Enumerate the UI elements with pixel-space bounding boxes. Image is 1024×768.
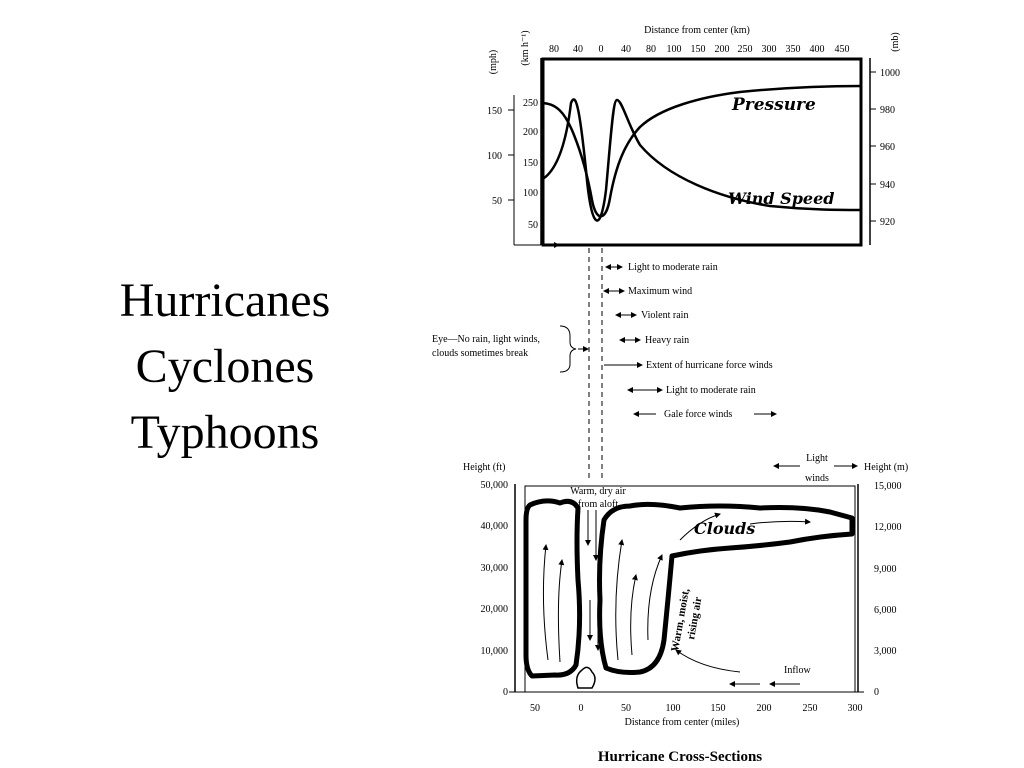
eye-label-line1: Eye—No rain, light winds,: [432, 334, 540, 345]
mph-tick: 100: [487, 151, 502, 162]
legend-item: Extent of hurricane force winds: [646, 360, 773, 371]
m-tick: 6,000: [874, 605, 897, 616]
top-x-tick: 40: [621, 44, 631, 55]
height-ft-ticks: 50,000 40,000 30,000 20,000 10,000 0: [481, 480, 509, 698]
distance-ticks: 50 0 50 100 150 200 250 300: [530, 703, 863, 714]
top-x-tick: 40: [573, 44, 583, 55]
top-x-axis-title: Distance from center (km): [644, 25, 750, 36]
kmh-tick: 100: [523, 188, 538, 199]
eye-small-cloud: [575, 666, 596, 689]
ft-tick: 30,000: [481, 563, 509, 574]
top-x-tick: 200: [715, 44, 730, 55]
legend: Eye—No rain, light winds, clouds sometim…: [432, 262, 777, 420]
top-x-tick: 350: [786, 44, 801, 55]
m-tick: 3,000: [874, 646, 897, 657]
distance-tick: 200: [757, 703, 772, 714]
mb-tick: 1000: [880, 68, 900, 79]
slide-title: Hurricanes Cyclones Typhoons: [90, 268, 360, 466]
wind-speed-curve: [540, 98, 862, 222]
distance-tick: 0: [579, 703, 584, 714]
warm-dry-air-label-1: Warm, dry air: [570, 486, 626, 497]
guide-lines: [588, 248, 603, 482]
ft-tick: 20,000: [481, 604, 509, 615]
mb-unit-label: (mb): [890, 32, 901, 51]
legend-item: Light to moderate rain: [666, 385, 756, 396]
top-x-tick: 150: [691, 44, 706, 55]
figure-caption: Hurricane Cross-Sections: [598, 749, 762, 765]
left-eyewall-cloud: [523, 498, 583, 679]
top-x-tick: 80: [646, 44, 656, 55]
m-tick: 15,000: [874, 481, 902, 492]
pressure-label: Pressure: [731, 95, 816, 115]
kmh-tick: 200: [523, 127, 538, 138]
legend-item: Light to moderate rain: [628, 262, 718, 273]
mph-tick: 50: [492, 196, 502, 207]
title-line-hurricanes: Hurricanes: [119, 274, 331, 327]
top-x-tick: 100: [667, 44, 682, 55]
right-eyewall-anvil-cloud: [597, 501, 855, 675]
top-chart: Distance from center (km) 80 40 0 40 80 …: [487, 25, 901, 248]
mph-ticks: 150 100 50: [487, 106, 514, 207]
mb-tick: 960: [880, 142, 895, 153]
eye-brace: [559, 325, 577, 373]
distance-tick: 100: [666, 703, 681, 714]
title-line-cyclones: Cyclones: [135, 340, 315, 393]
legend-item: Maximum wind: [628, 286, 692, 297]
inflow-label: Inflow: [784, 665, 811, 676]
bottom-chart: Height (ft) Height (m) Light winds 50,00…: [463, 453, 908, 728]
top-x-tick: 450: [835, 44, 850, 55]
top-x-tick: 80: [549, 44, 559, 55]
ft-tick: 50,000: [481, 480, 509, 491]
top-x-tick: 0: [599, 44, 604, 55]
distance-axis-title: Distance from center (miles): [625, 717, 740, 728]
light-winds-label-2: winds: [805, 473, 829, 484]
title-line-typhoons: Typhoons: [130, 406, 320, 459]
m-tick: 9,000: [874, 564, 897, 575]
distance-tick: 150: [711, 703, 726, 714]
pressure-curve: [540, 84, 862, 218]
mph-unit-label: (mph): [488, 50, 499, 74]
top-chart-frame: [541, 57, 863, 247]
warm-dry-air-label-2: from aloft: [578, 499, 618, 510]
clouds-label: Clouds: [694, 519, 755, 538]
ft-tick: 10,000: [481, 646, 509, 657]
distance-tick: 250: [803, 703, 818, 714]
distance-tick: 50: [621, 703, 631, 714]
mb-tick: 920: [880, 217, 895, 228]
legend-item: Gale force winds: [664, 409, 732, 420]
eye-label-line2: clouds sometimes break: [432, 348, 528, 359]
mb-ticks: 1000 980 960 940 920: [870, 68, 900, 228]
legend-item: Violent rain: [641, 310, 688, 321]
wind-speed-label: Wind Speed: [728, 189, 834, 208]
circulation-arrows: [542, 510, 811, 687]
distance-tick: 50: [530, 703, 540, 714]
top-x-tick: 400: [810, 44, 825, 55]
height-m-ticks: 15,000 12,000 9,000 6,000 3,000 0: [874, 481, 902, 698]
m-tick: 12,000: [874, 522, 902, 533]
kmh-tick: 250: [523, 98, 538, 109]
kmh-ticks: 250 200 150 100 50: [523, 98, 538, 231]
mb-tick: 940: [880, 180, 895, 191]
kmh-unit-label: (km h⁻¹): [520, 30, 531, 65]
top-x-tick: 250: [738, 44, 753, 55]
ft-tick: 40,000: [481, 521, 509, 532]
mph-tick: 150: [487, 106, 502, 117]
top-x-tick: 300: [762, 44, 777, 55]
distance-tick: 300: [848, 703, 863, 714]
mb-tick: 980: [880, 105, 895, 116]
height-ft-title: Height (ft): [463, 462, 506, 473]
legend-item: Heavy rain: [645, 335, 689, 346]
light-winds-label-1: Light: [806, 453, 828, 464]
kmh-tick: 150: [523, 158, 538, 169]
height-m-title: Height (m): [864, 462, 908, 473]
top-x-tick-labels: 80 40 0 40 80 100 150 200 250 300 350 40…: [549, 44, 850, 55]
m-tick: 0: [874, 687, 879, 698]
legend-arrows: [603, 264, 777, 417]
kmh-tick: 50: [528, 220, 538, 231]
ft-tick: 0: [503, 687, 508, 698]
